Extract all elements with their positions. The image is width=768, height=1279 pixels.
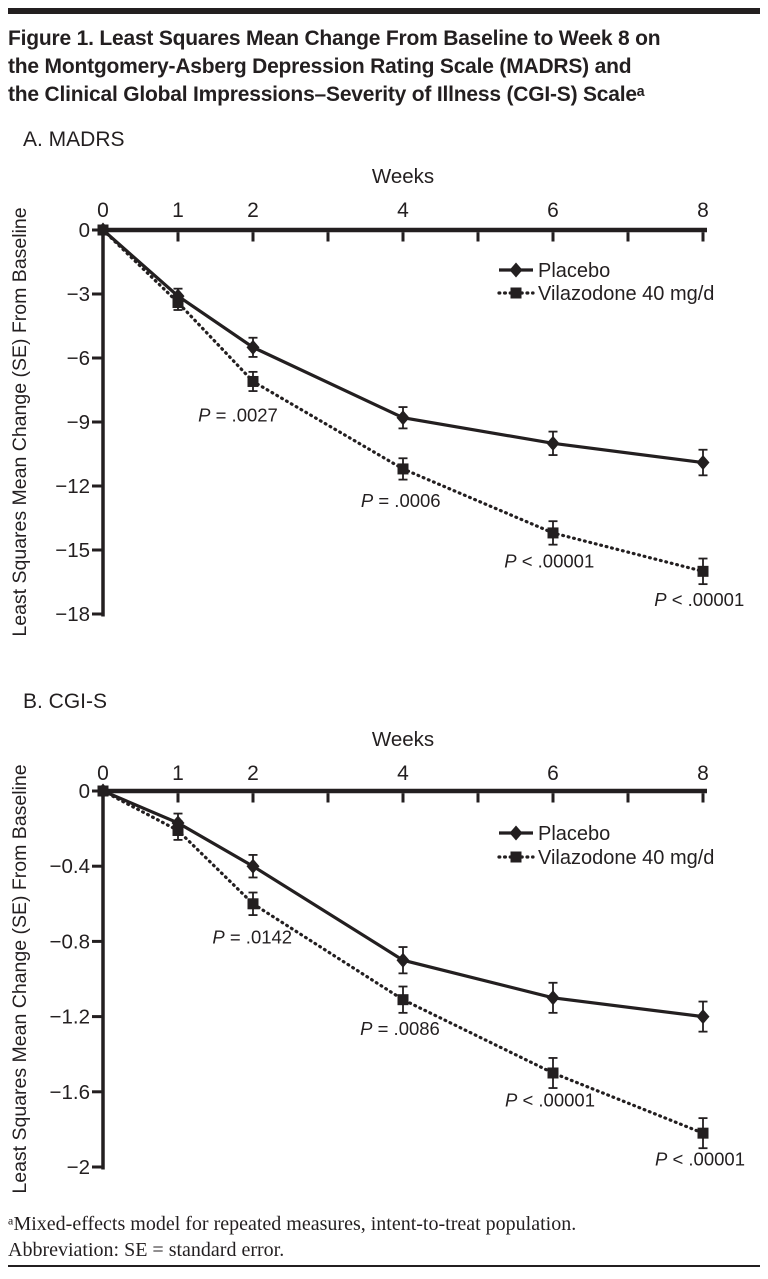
x-tick-label: 6: [547, 762, 559, 785]
diamond-marker: [696, 455, 710, 471]
axis-labels: Weeks 0 1 2 4 6 8 0 −3 −6 −9 −12 −15 −18 Least Squares…: [9, 165, 709, 635]
p-value-label: P = .0006: [361, 490, 441, 511]
square-marker: [247, 375, 259, 387]
y-tick-label: −18: [55, 603, 90, 626]
x-tick-label: 2: [247, 199, 259, 222]
x-axis-title: Weeks: [372, 165, 434, 188]
footnote-line-1: ᵃMixed-effects model for repeated measur…: [8, 1213, 577, 1235]
panel-b-label: B. CGI-S: [23, 690, 108, 713]
diamond-marker: [396, 410, 410, 426]
diamond-marker: [396, 952, 410, 968]
footnote-line-2: Abbreviation: SE = standard error.: [8, 1238, 285, 1261]
diamond-marker: [696, 1009, 710, 1025]
p-value-label: P < .00001: [654, 589, 744, 610]
square-marker: [697, 1127, 709, 1139]
y-tick-label: −12: [55, 475, 90, 498]
p-value-label: P = .0027: [198, 405, 278, 426]
y-tick-label: −6: [67, 347, 90, 370]
p-value-annotations: P = .0142 P = .0086 P < .00001 P < .00001: [212, 927, 745, 1170]
figure-title-line-2: the Montgomery-Asberg Depression Rating …: [8, 55, 632, 78]
axes: [92, 788, 707, 1170]
y-tick-label: −3: [67, 283, 90, 306]
y-tick-label: 0: [79, 219, 90, 242]
x-tick-label: 4: [397, 199, 409, 222]
madrs-line-chart: Weeks 0 1 2 4 6 8 0 −3 −6 −9 −12 −15 −18 Least Squares…: [9, 165, 744, 635]
legend-label: Placebo: [538, 260, 610, 282]
square-marker: [697, 565, 709, 577]
x-tick-label: 6: [547, 199, 559, 222]
y-tick-label: −15: [55, 539, 90, 562]
diamond-marker: [96, 783, 110, 799]
figure-title-line-3: the Clinical Global Impressions–Severity…: [8, 83, 645, 106]
square-marker: [397, 463, 409, 475]
p-value-label: P < .00001: [655, 1148, 745, 1169]
square-marker: [547, 527, 559, 539]
figure-title: Figure 1. Least Squares Mean Change From…: [8, 25, 661, 109]
diamond-marker: [546, 435, 560, 451]
legend-label: Vilazodone 40 mg/d: [538, 283, 714, 305]
y-tick-label: −1.2: [50, 1006, 90, 1029]
y-tick-label: −1.6: [50, 1081, 90, 1104]
series-vilazodone-40-mg-d: [97, 224, 709, 586]
x-tick-label: 8: [697, 199, 709, 222]
series-placebo: [96, 222, 710, 477]
dotted-line: [101, 228, 705, 573]
cgis-line-chart: Weeks 0 1 2 4 6 8 0 −0.4 −0.8 −1.2 −1.6 −2 Least Squa…: [9, 728, 745, 1194]
p-value-label: P = .0086: [360, 1018, 440, 1039]
diamond-marker: [171, 288, 185, 304]
x-axis-title: Weeks: [372, 728, 434, 751]
p-value-label: P < .00001: [505, 1089, 595, 1110]
figure-title-line-1: Figure 1. Least Squares Mean Change From…: [8, 27, 661, 50]
solid-line: [101, 228, 704, 465]
square-marker: [247, 898, 259, 910]
solid-line: [102, 789, 704, 1019]
square-marker: [547, 1067, 559, 1079]
x-tick-label: 2: [247, 762, 259, 785]
diamond-marker: [509, 825, 523, 841]
series-placebo: [96, 783, 710, 1033]
legend-label: Placebo: [538, 823, 610, 845]
diamond-marker: [171, 815, 185, 831]
square-marker: [510, 287, 522, 299]
p-value-label: P < .00001: [504, 551, 594, 572]
x-tick-label: 1: [172, 199, 184, 222]
p-value-label: P = .0142: [212, 927, 292, 948]
x-tick-label: 0: [97, 199, 109, 222]
square-marker: [397, 994, 409, 1006]
x-tick-label: 4: [397, 762, 409, 785]
diamond-marker: [246, 339, 260, 355]
panel-a-label: A. MADRS: [23, 128, 125, 151]
diamond-marker: [546, 990, 560, 1006]
top-rule: [8, 8, 760, 14]
y-axis-title: Least Squares Mean Change (SE) From Base…: [9, 764, 31, 1193]
legend-label: Vilazodone 40 mg/d: [538, 847, 714, 869]
x-tick-label: 0: [97, 762, 109, 785]
y-tick-label: −0.4: [50, 855, 90, 878]
dotted-line: [101, 789, 705, 1135]
diamond-marker: [246, 858, 260, 874]
axis-labels: Weeks 0 1 2 4 6 8 0 −0.4 −0.8 −1.2 −1.6 −2 Least Squa…: [9, 728, 709, 1194]
p-value-annotations: P = .0027 P = .0006 P < .00001 P < .00001: [198, 405, 744, 611]
y-tick-label: −2: [67, 1156, 90, 1179]
diamond-marker: [96, 222, 110, 238]
y-axis-title: Least Squares Mean Change (SE) From Base…: [9, 207, 31, 635]
y-tick-label: −9: [67, 411, 90, 434]
axes: [92, 227, 707, 617]
figure-footnote: ᵃMixed-effects model for repeated measur…: [8, 1212, 760, 1263]
y-tick-label: −0.8: [50, 930, 90, 953]
bottom-rule: [8, 1265, 760, 1267]
y-tick-label: 0: [79, 780, 90, 803]
diamond-marker: [509, 262, 523, 278]
square-marker: [510, 851, 522, 863]
x-tick-label: 1: [172, 762, 184, 785]
x-tick-label: 8: [697, 762, 709, 785]
